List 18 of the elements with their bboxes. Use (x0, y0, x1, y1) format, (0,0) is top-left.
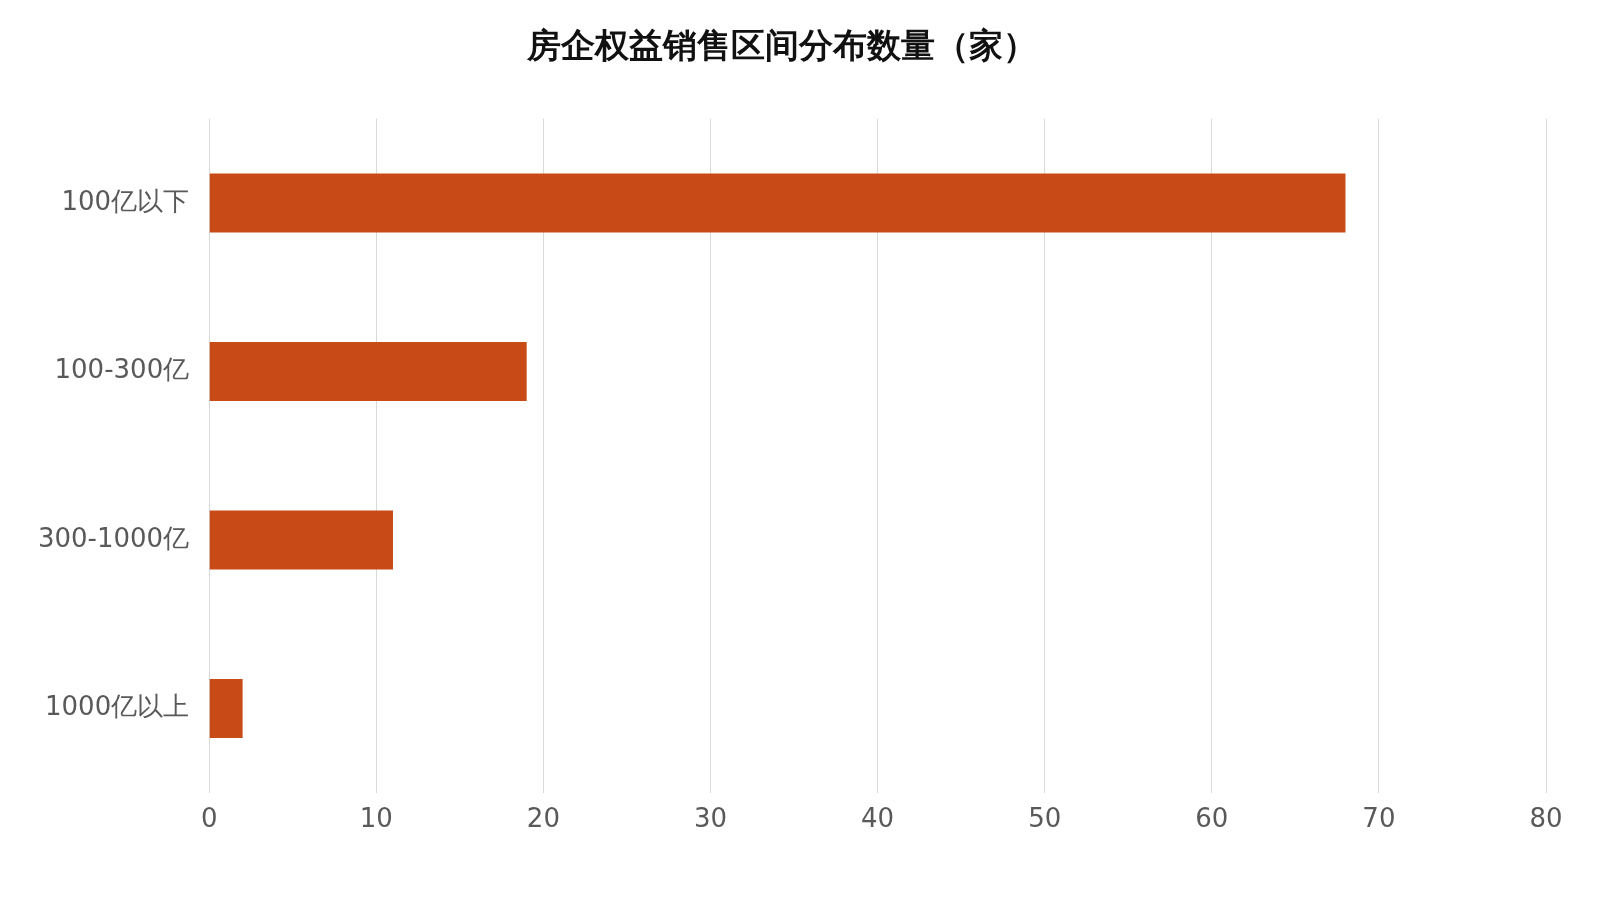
x-tick-label: 60 (1195, 803, 1229, 834)
y-tick-label: 1000亿以上 (45, 691, 190, 722)
x-tick-label: 20 (526, 803, 560, 834)
y-tick-label: 100亿以下 (61, 185, 190, 216)
chart-title: 房企权益销售区间分布数量（家） (526, 25, 1037, 66)
x-tick-label: 70 (1362, 803, 1396, 834)
x-tick-label: 80 (1529, 803, 1563, 834)
bar (209, 510, 393, 570)
bar (209, 679, 243, 739)
bar (209, 173, 1346, 233)
x-tick-label: 50 (1028, 803, 1062, 834)
x-tick-label: 10 (359, 803, 393, 834)
x-tick-label: 40 (861, 803, 895, 834)
x-tick-label: 30 (693, 803, 728, 834)
y-tick-label: 100-300亿 (54, 354, 190, 385)
bar (209, 342, 527, 402)
x-tick-label: 0 (200, 803, 218, 834)
y-tick-label: 300-1000亿 (37, 522, 190, 553)
